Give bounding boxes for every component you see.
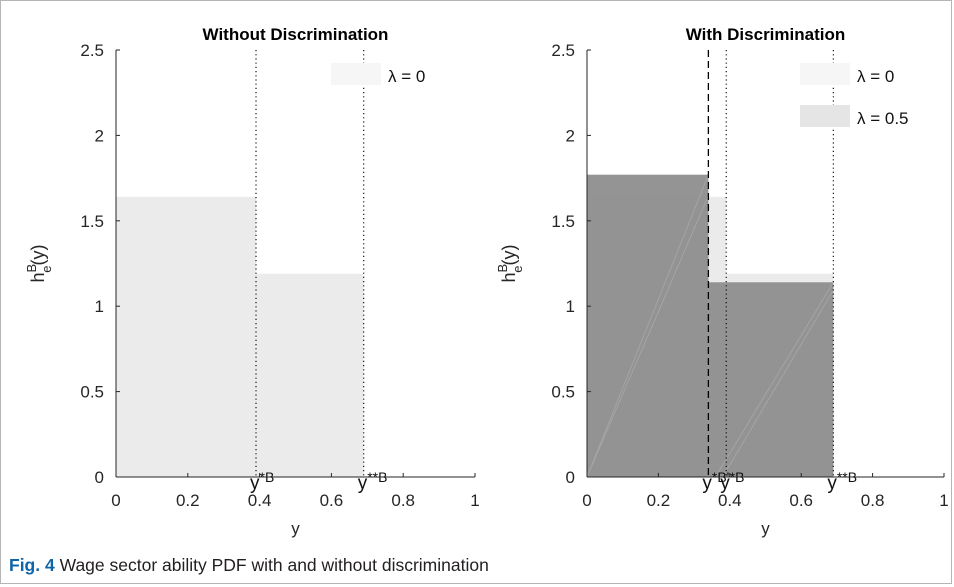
x-tick-label: 0.4 <box>248 491 272 510</box>
x-tick-label: 0.8 <box>391 491 415 510</box>
vline-label-2: y**B <box>827 469 857 494</box>
legend-swatch-1 <box>800 105 850 127</box>
diagonal-line <box>715 282 834 478</box>
y-tick-label: 2 <box>95 126 104 145</box>
chart-title: With Discrimination <box>686 25 845 44</box>
legend-swatch-0 <box>331 63 381 85</box>
y-tick-label: 1.5 <box>551 212 575 231</box>
y-tick-label: 2 <box>566 126 575 145</box>
series-0-bar-1 <box>256 273 364 477</box>
y-tick-label: 1 <box>95 297 104 316</box>
y-tick-label: 2.5 <box>551 41 575 60</box>
x-tick-label: 0.2 <box>647 491 671 510</box>
x-tick-label: 0.6 <box>320 491 344 510</box>
x-tick-label: 0.2 <box>176 491 200 510</box>
legend-label-0: λ = 0 <box>388 67 425 86</box>
x-tick-label: 1 <box>939 491 948 510</box>
y-tick-label: 0.5 <box>80 383 104 402</box>
x-axis-label: y <box>761 519 770 538</box>
y-tick-label: 0 <box>566 468 575 487</box>
diagonal-line <box>586 174 709 478</box>
x-axis-label: y <box>291 519 300 538</box>
x-tick-label: 0.8 <box>861 491 885 510</box>
y-tick-label: 0 <box>95 468 104 487</box>
series-0-bar-0 <box>116 196 257 477</box>
figure-caption: Fig. 4 Wage sector ability PDF with and … <box>9 555 489 576</box>
chart-with-discrimination: y*B'y*B y**B0 0.2 0.4 0.6 0.8 100.511.522.5Wit… <box>495 25 949 538</box>
y-tick-label: 1 <box>566 297 575 316</box>
vline-label-1: y**B <box>358 469 388 494</box>
diagonal-line <box>722 289 834 478</box>
y-tick-label: 0.5 <box>551 383 575 402</box>
x-tick-label: 1 <box>470 491 479 510</box>
y-tick-label: 2.5 <box>80 41 104 60</box>
x-tick-label: 0.4 <box>718 491 742 510</box>
figure-caption-text: Wage sector ability PDF with and without… <box>59 555 489 575</box>
diagonal-line <box>586 195 709 478</box>
figure-canvas: y*B y**B0 0.2 0.4 0.6 0.8 100.511.522.5Without… <box>24 25 949 538</box>
x-tick-label: 0 <box>111 491 120 510</box>
y-axis-label: hBe(y) <box>495 245 525 283</box>
figure-caption-label: Fig. 4 <box>9 555 55 575</box>
legend-swatch-0 <box>800 63 850 85</box>
y-tick-label: 1.5 <box>80 212 104 231</box>
chart-without-discrimination: y*B y**B0 0.2 0.4 0.6 0.8 100.511.522.5Without… <box>24 25 480 538</box>
x-tick-label: 0 <box>582 491 591 510</box>
chart-title: Without Discrimination <box>203 25 389 44</box>
legend-label-0: λ = 0 <box>857 67 894 86</box>
legend-label-1: λ = 0.5 <box>857 109 909 128</box>
y-axis-label: hBe(y) <box>24 245 54 283</box>
x-tick-label: 0.6 <box>789 491 813 510</box>
series-1-bar-1 <box>708 282 834 477</box>
